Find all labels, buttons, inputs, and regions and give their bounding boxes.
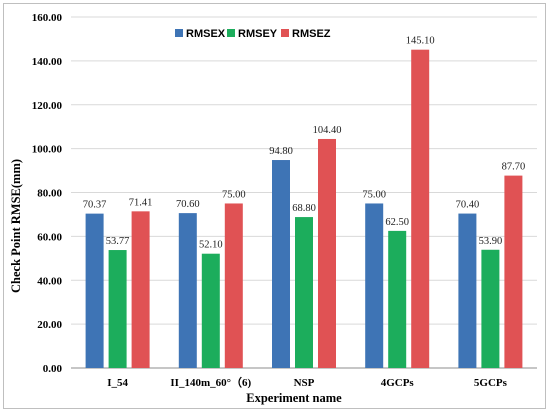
bar-rmsez: [411, 49, 430, 368]
data-label: 53.77: [106, 236, 130, 247]
y-tick-label: 20.00: [37, 319, 62, 331]
data-labels: 70.37 53.77 71.41 70.60 52.10 75.00 94.80 68.80…: [83, 36, 525, 251]
data-label: 53.90: [479, 236, 503, 247]
data-label: 70.40: [456, 200, 480, 211]
y-tick-label: 0.00: [43, 363, 63, 375]
y-tick-label: 40.00: [37, 275, 62, 287]
bar-rmsex: [178, 213, 197, 368]
bars: [85, 49, 523, 368]
bar-rmsex: [365, 203, 384, 368]
legend-swatch-rmsex: [175, 29, 183, 37]
y-tick-label: 60.00: [37, 231, 62, 243]
data-label: 52.10: [199, 240, 223, 251]
x-category-labels: I_54 II_140m_60°（6) NSP 4GCPs 5GCPs: [107, 376, 507, 389]
legend: RMSEX RMSEY RMSEZ: [175, 28, 331, 40]
x-category-label: I_54: [107, 377, 128, 389]
x-category-label: 5GCPs: [474, 377, 508, 389]
bar-rmsey: [201, 253, 220, 368]
bar-rmsey: [108, 250, 127, 368]
data-label: 145.10: [406, 36, 435, 47]
bar-rmsex: [85, 213, 104, 368]
bar-chart: 70.37 53.77 71.41 70.60 52.10 75.00 94.80 68.80…: [9, 12, 537, 405]
y-tick-label: 160.00: [32, 12, 63, 24]
y-tick-label: 80.00: [37, 188, 62, 200]
legend-label-rmsey: RMSEY: [238, 28, 278, 40]
bar-rmsez: [504, 175, 523, 368]
chart-frame: 70.37 53.77 71.41 70.60 52.10 75.00 94.80 68.80…: [3, 3, 546, 409]
data-label: 70.37: [83, 200, 107, 211]
bar-rmsey: [388, 230, 407, 368]
data-label: 104.40: [313, 125, 342, 136]
data-label: 75.00: [362, 189, 386, 200]
x-axis-title: Experiment name: [246, 391, 342, 405]
y-axis-title: Check Point RMSE(mm): [9, 159, 23, 293]
data-label: 71.41: [129, 197, 153, 208]
legend-swatch-rmsey: [227, 29, 235, 37]
y-tick-label: 100.00: [32, 144, 63, 156]
legend-label-rmsez: RMSEZ: [292, 28, 331, 40]
data-label: 68.80: [292, 203, 316, 214]
bar-rmsez: [318, 138, 336, 368]
x-category-label: NSP: [294, 377, 315, 389]
y-tick-label: 120.00: [32, 100, 63, 112]
legend-swatch-rmsez: [281, 29, 289, 37]
x-category-label: 4GCPs: [381, 377, 415, 389]
legend-label-rmsex: RMSEX: [186, 28, 226, 40]
bar-rmsey: [481, 249, 500, 368]
data-label: 70.60: [176, 199, 200, 210]
data-label: 87.70: [502, 162, 526, 173]
data-label: 62.50: [385, 217, 409, 228]
data-label: 75.00: [222, 189, 246, 200]
bar-rmsez: [224, 203, 243, 368]
y-tick-label: 140.00: [32, 56, 63, 68]
data-label: 94.80: [269, 146, 293, 157]
y-tick-labels: 0.00 20.00 40.00 60.00 80.00 100.00 120.00 140.…: [32, 12, 63, 375]
bar-rmsez: [131, 211, 150, 368]
x-category-label: II_140m_60°（6): [170, 376, 251, 389]
bar-rmsey: [295, 217, 313, 368]
bar-rmsex: [458, 213, 477, 368]
bar-rmsex: [272, 160, 290, 368]
